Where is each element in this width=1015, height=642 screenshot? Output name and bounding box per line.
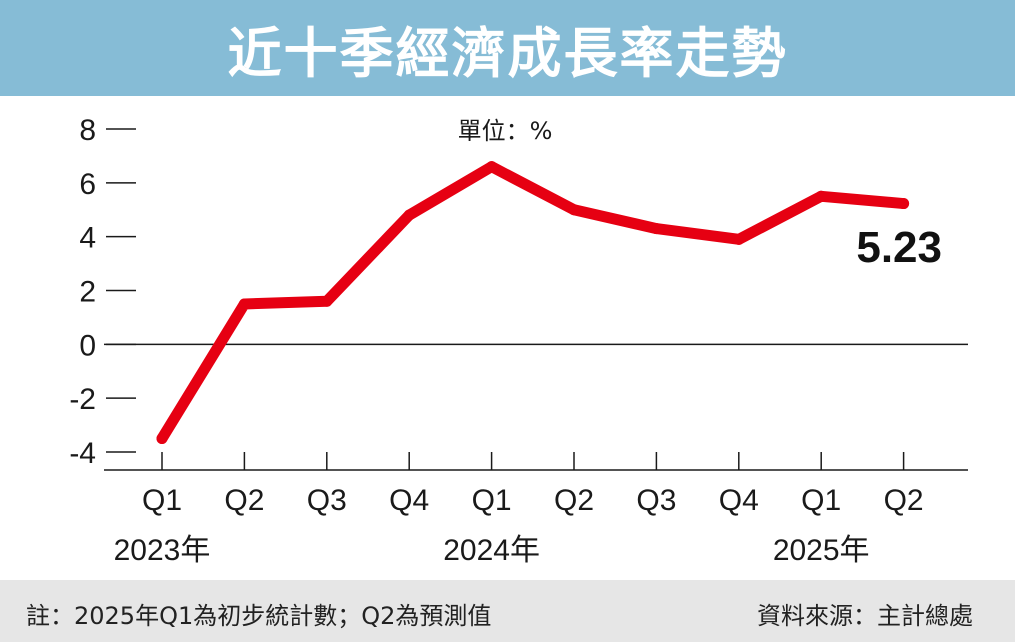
y-tick-label: -2 (69, 383, 96, 416)
x-tick-label: Q2 (884, 484, 924, 517)
x-tick-label: Q1 (142, 484, 182, 517)
series-line (156, 161, 910, 445)
data-point (898, 198, 910, 210)
y-tick-label: 2 (79, 276, 96, 309)
footer-note: 註：2025年Q1為初步統計數；Q2為預測值 (26, 602, 492, 630)
data-point (815, 190, 827, 202)
data-point (156, 433, 168, 445)
year-labels: 2023年 2024年 2025年 (114, 534, 870, 567)
y-tick-label: 0 (79, 329, 96, 362)
chart-title: 近十季經濟成長率走勢 (227, 21, 788, 85)
y-tick-label: 6 (79, 168, 96, 201)
x-tick-label: Q2 (224, 484, 264, 517)
footer: 註：2025年Q1為初步統計數；Q2為預測值 資料來源：主計總處 (0, 580, 1015, 642)
x-tick-labels: Q1 Q2 Q3 Q4 Q1 Q2 Q3 Q4 Q1 Q2 (142, 484, 924, 517)
x-tick-label: Q1 (801, 484, 841, 517)
unit-label: 單位：% (458, 117, 553, 145)
x-tick-label: Q4 (719, 484, 759, 517)
x-tick-label: Q3 (636, 484, 676, 517)
y-tick-label: 8 (79, 114, 96, 147)
footer-source: 資料來源：主計總處 (757, 602, 973, 630)
data-point (486, 161, 498, 173)
year-label: 2025年 (773, 534, 870, 567)
year-label: 2024年 (443, 534, 540, 567)
y-tick-label: 4 (79, 222, 96, 255)
line-chart: 8 6 4 2 0 -2 -4 Q1 Q2 Q3 Q4 Q1 Q2 Q3 Q4 Q1 Q2 2023年 2024… (69, 114, 968, 567)
data-point (650, 223, 662, 235)
year-label: 2023年 (114, 534, 211, 567)
x-tick-label: Q1 (472, 484, 512, 517)
axes (104, 343, 968, 471)
data-point (321, 295, 333, 307)
data-point (733, 233, 745, 245)
data-point (238, 298, 250, 310)
y-tick-label: -4 (69, 437, 96, 470)
data-point (568, 204, 580, 216)
title-bar: 近十季經濟成長率走勢 (0, 0, 1015, 96)
last-value-label: 5.23 (856, 223, 942, 272)
x-tick-label: Q4 (389, 484, 429, 517)
data-point (403, 209, 415, 221)
x-tick-label: Q2 (554, 484, 594, 517)
x-tick-label: Q3 (307, 484, 347, 517)
data-points (156, 161, 910, 445)
y-ticks: 8 6 4 2 0 -2 -4 (69, 114, 136, 470)
